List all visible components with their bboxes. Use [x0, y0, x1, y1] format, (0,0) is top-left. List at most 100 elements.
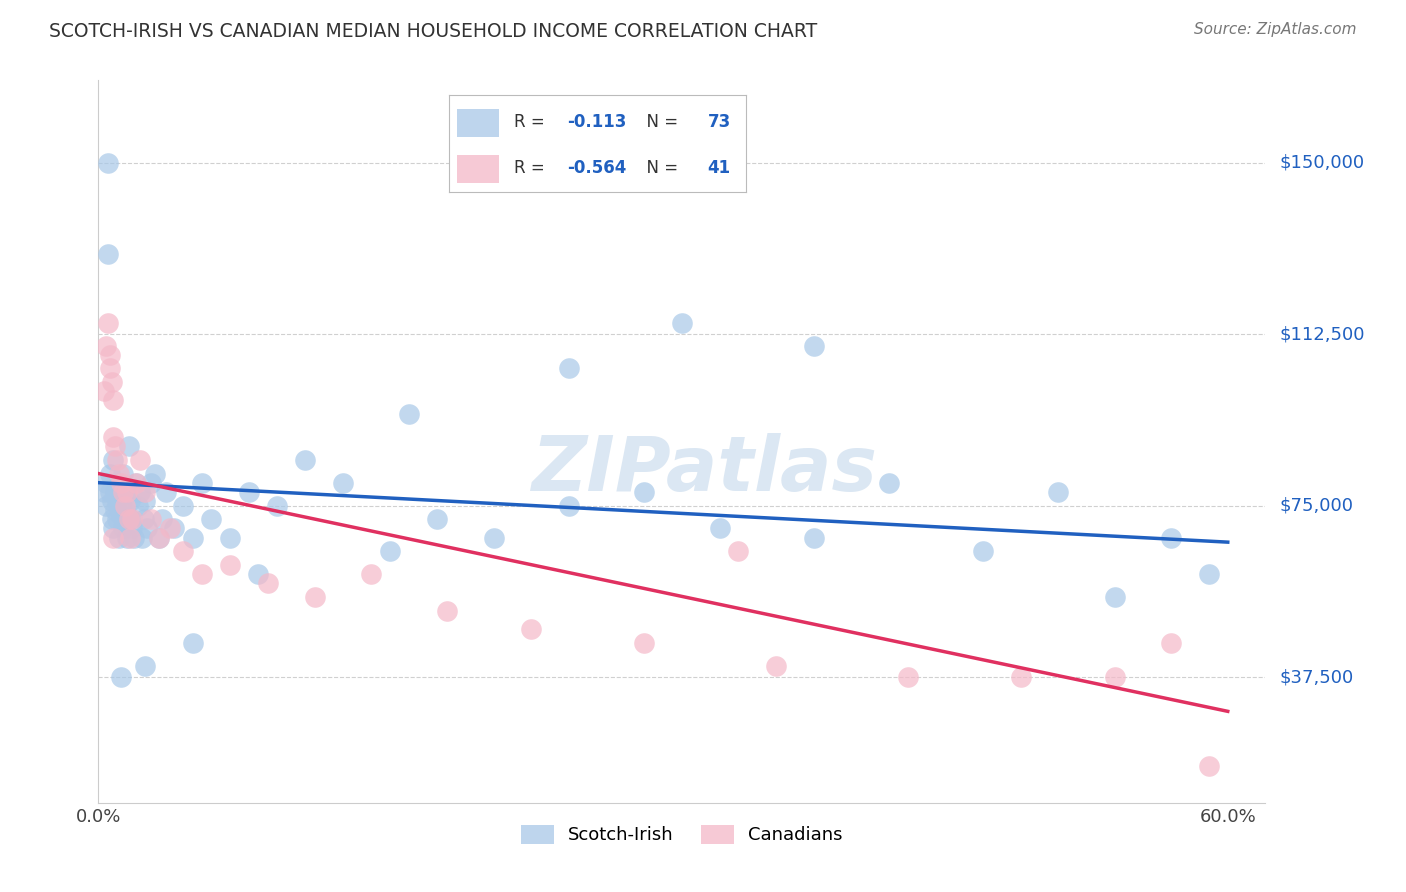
- Canadians: [120, 531, 142, 545]
- Scotch-Irish: [98, 484, 121, 499]
- Canadians: [100, 375, 122, 389]
- Scotch-Irish: [131, 531, 153, 545]
- Scotch-Irish: [152, 512, 174, 526]
- Scotch-Irish: [114, 484, 136, 499]
- Scotch-Irish: [115, 531, 138, 545]
- Scotch-Irish: [877, 475, 900, 490]
- Canadians: [159, 521, 181, 535]
- Canadians: [98, 361, 121, 376]
- Canadians: [520, 622, 543, 636]
- Scotch-Irish: [117, 439, 139, 453]
- Scotch-Irish: [803, 338, 825, 352]
- Scotch-Irish: [94, 475, 117, 490]
- Scotch-Irish: [122, 531, 145, 545]
- Canadians: [1160, 636, 1182, 650]
- Scotch-Irish: [114, 503, 136, 517]
- Scotch-Irish: [1104, 590, 1126, 604]
- Canadians: [1010, 670, 1032, 684]
- Scotch-Irish: [125, 475, 148, 490]
- Scotch-Irish: [247, 567, 270, 582]
- Scotch-Irish: [104, 503, 127, 517]
- Scotch-Irish: [110, 499, 132, 513]
- Text: SCOTCH-IRISH VS CANADIAN MEDIAN HOUSEHOLD INCOME CORRELATION CHART: SCOTCH-IRISH VS CANADIAN MEDIAN HOUSEHOL…: [49, 22, 817, 41]
- Scotch-Irish: [633, 484, 655, 499]
- Canadians: [148, 531, 170, 545]
- Canadians: [125, 475, 148, 490]
- Canadians: [114, 499, 136, 513]
- Text: $112,500: $112,500: [1279, 325, 1365, 343]
- Legend: Scotch-Irish, Canadians: Scotch-Irish, Canadians: [522, 825, 842, 845]
- Scotch-Irish: [111, 467, 134, 481]
- Canadians: [172, 544, 194, 558]
- Scotch-Irish: [380, 544, 402, 558]
- Scotch-Irish: [97, 247, 120, 261]
- Scotch-Irish: [103, 521, 125, 535]
- Text: Source: ZipAtlas.com: Source: ZipAtlas.com: [1194, 22, 1357, 37]
- Canadians: [304, 590, 326, 604]
- Scotch-Irish: [294, 453, 316, 467]
- Scotch-Irish: [671, 316, 693, 330]
- Scotch-Irish: [163, 521, 186, 535]
- Scotch-Irish: [105, 512, 128, 526]
- Scotch-Irish: [128, 484, 150, 499]
- Scotch-Irish: [100, 512, 122, 526]
- Scotch-Irish: [120, 512, 142, 526]
- Canadians: [256, 576, 278, 591]
- Scotch-Irish: [139, 475, 162, 490]
- Canadians: [115, 484, 138, 499]
- Canadians: [139, 512, 162, 526]
- Canadians: [97, 316, 120, 330]
- Scotch-Irish: [104, 484, 127, 499]
- Scotch-Irish: [108, 531, 131, 545]
- Scotch-Irish: [482, 531, 505, 545]
- Scotch-Irish: [143, 467, 166, 481]
- Scotch-Irish: [1160, 531, 1182, 545]
- Scotch-Irish: [121, 521, 143, 535]
- Scotch-Irish: [111, 521, 134, 535]
- Canadians: [121, 512, 143, 526]
- Scotch-Irish: [332, 475, 354, 490]
- Scotch-Irish: [115, 512, 138, 526]
- Scotch-Irish: [200, 512, 222, 526]
- Scotch-Irish: [120, 494, 142, 508]
- Text: $150,000: $150,000: [1279, 153, 1364, 171]
- Scotch-Irish: [1047, 484, 1070, 499]
- Canadians: [117, 512, 139, 526]
- Scotch-Irish: [97, 155, 120, 169]
- Canadians: [727, 544, 749, 558]
- Canadians: [94, 338, 117, 352]
- Canadians: [104, 439, 127, 453]
- Scotch-Irish: [181, 531, 204, 545]
- Canadians: [128, 453, 150, 467]
- Scotch-Irish: [136, 521, 159, 535]
- Scotch-Irish: [127, 499, 149, 513]
- Scotch-Irish: [558, 499, 581, 513]
- Canadians: [134, 484, 156, 499]
- Scotch-Irish: [803, 531, 825, 545]
- Canadians: [110, 475, 132, 490]
- Canadians: [765, 658, 787, 673]
- Scotch-Irish: [238, 484, 260, 499]
- Scotch-Irish: [98, 467, 121, 481]
- Scotch-Irish: [191, 475, 214, 490]
- Scotch-Irish: [110, 508, 132, 522]
- Scotch-Irish: [1198, 567, 1220, 582]
- Scotch-Irish: [134, 658, 156, 673]
- Scotch-Irish: [132, 512, 155, 526]
- Canadians: [103, 430, 125, 444]
- Scotch-Irish: [172, 499, 194, 513]
- Scotch-Irish: [181, 636, 204, 650]
- Canadians: [1104, 670, 1126, 684]
- Canadians: [191, 567, 214, 582]
- Canadians: [103, 531, 125, 545]
- Canadians: [1198, 759, 1220, 773]
- Scotch-Irish: [105, 494, 128, 508]
- Canadians: [436, 604, 458, 618]
- Scotch-Irish: [100, 494, 122, 508]
- Scotch-Irish: [94, 499, 117, 513]
- Scotch-Irish: [972, 544, 994, 558]
- Text: $37,500: $37,500: [1279, 668, 1354, 686]
- Scotch-Irish: [558, 361, 581, 376]
- Canadians: [103, 393, 125, 408]
- Canadians: [98, 348, 121, 362]
